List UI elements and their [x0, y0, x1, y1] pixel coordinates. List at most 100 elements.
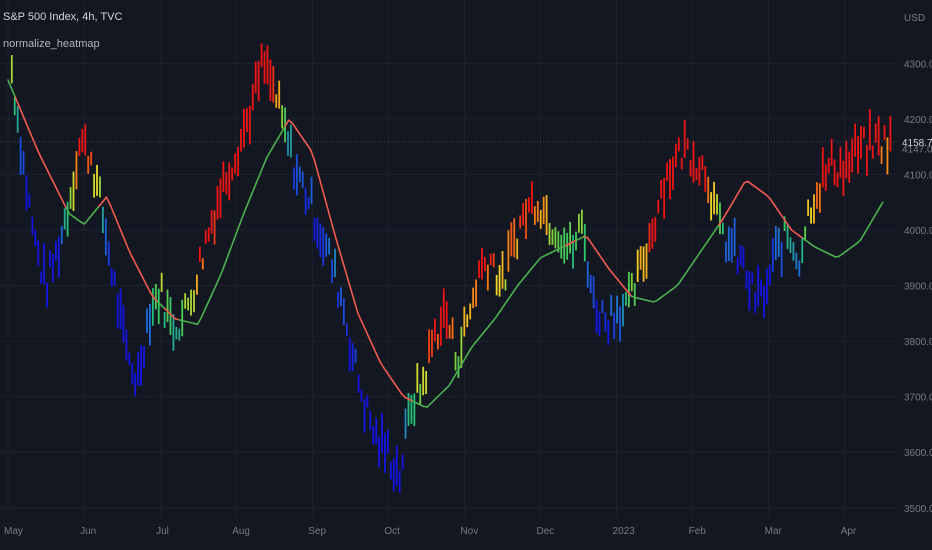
ma-segment	[448, 378, 454, 387]
heatmap-bar	[742, 246, 745, 269]
heatmap-bar	[672, 156, 674, 190]
ma-segment	[732, 194, 738, 203]
ma-segment	[331, 224, 337, 240]
heatmap-bar	[96, 164, 98, 196]
heatmap-bar	[304, 187, 307, 215]
heatmap-bar	[827, 157, 830, 174]
ma-segment	[717, 219, 724, 226]
ma-segment	[360, 320, 367, 331]
x-tick-label: Jun	[80, 526, 96, 537]
ma-segment	[291, 122, 297, 130]
heatmap-bar	[193, 290, 195, 313]
ma-segment	[484, 325, 490, 332]
heatmap-bar	[287, 131, 289, 156]
ma-segment	[612, 273, 618, 280]
heatmap-bar	[868, 109, 871, 151]
ma-segment	[101, 196, 108, 203]
ma-segment	[681, 272, 687, 280]
heatmap-bar	[190, 289, 192, 316]
ma-segment	[499, 305, 505, 313]
heatmap-bar	[733, 217, 736, 257]
x-tick-label: Aug	[232, 526, 250, 537]
ma-segment	[306, 143, 312, 151]
y-tick-label: 3700.00	[904, 393, 932, 404]
heatmap-bar	[583, 223, 586, 262]
ma-segment	[779, 213, 786, 221]
heatmap-bar	[874, 123, 877, 143]
indicator-name[interactable]: normalize_heatmap	[3, 38, 100, 50]
ma-segment	[517, 279, 523, 286]
ma-segment	[276, 131, 283, 140]
ma-segment	[863, 226, 870, 235]
ma-segment	[375, 352, 381, 363]
heatmap-bar	[854, 123, 857, 157]
heatmap-bar	[272, 66, 275, 103]
heatmap-bar	[771, 238, 774, 273]
heatmap-bar	[419, 383, 422, 406]
heatmap-bar	[260, 43, 263, 68]
price-axis[interactable]: 3500.00 3600.00 3700.00 3800.00 3900.00 4000.…	[904, 59, 932, 514]
ma-segment	[94, 205, 100, 212]
ma-segment	[105, 196, 111, 206]
heatmap-bar	[301, 171, 304, 188]
ma-segment	[204, 301, 210, 311]
ma-segment	[871, 213, 877, 222]
ma-segment	[393, 382, 399, 390]
ma-segment	[856, 238, 862, 244]
ma-segment	[142, 277, 148, 286]
chart-title: S&P 500 Index, 4h, TVC	[3, 11, 123, 23]
x-tick-label: Jul	[156, 526, 169, 537]
y-tick-label: 3500.00	[904, 504, 932, 515]
heatmap-bar	[683, 120, 686, 158]
heatmap-bar	[818, 183, 821, 213]
heatmap-bar	[337, 291, 339, 308]
ma-segment	[214, 277, 221, 287]
y-tick-label: 3800.00	[904, 337, 932, 348]
ma-segment	[368, 336, 374, 347]
ma-segment	[167, 311, 173, 317]
heatmap-bar	[701, 155, 704, 171]
heatmap-bar	[93, 173, 95, 198]
ma-segment	[160, 304, 166, 310]
ma-segment	[783, 218, 789, 226]
ma-segment	[29, 131, 35, 142]
heatmap-bar	[398, 470, 401, 493]
ma-segment	[222, 258, 228, 270]
time-axis[interactable]: May Jun Jul Aug Sep Oct Nov Dec 2023 Feb Mar Apr	[4, 526, 857, 537]
ma-segment	[255, 174, 261, 185]
ma-segment	[91, 209, 97, 216]
ma-segment	[156, 300, 162, 306]
ma-segment	[696, 250, 702, 258]
heatmap-bar	[266, 45, 269, 85]
last-price-box	[900, 134, 932, 149]
heatmap-bar	[724, 241, 727, 263]
heatmap-bar	[181, 299, 184, 337]
ma-segment	[295, 127, 301, 135]
heatmap-bar	[466, 314, 469, 328]
ma-segment	[440, 388, 447, 394]
ma-segment	[163, 307, 170, 313]
ma-segment	[54, 185, 60, 195]
ma-segment	[772, 202, 778, 210]
heatmap-bar	[448, 324, 451, 339]
heatmap-bar	[519, 215, 522, 229]
heatmap-bar	[648, 223, 651, 253]
heatmap-bar	[125, 329, 128, 361]
heatmap-bar	[542, 196, 545, 225]
ma-segment	[776, 208, 782, 216]
ma-segment	[229, 238, 235, 251]
ma-segment	[721, 212, 727, 221]
heatmap-bar	[586, 261, 589, 288]
heatmap-bar	[422, 366, 425, 396]
ma-segment	[262, 156, 268, 168]
heatmap-bar	[228, 162, 231, 201]
ma-segment	[710, 229, 716, 237]
heatmap-bar	[366, 395, 369, 408]
ma-segment	[874, 207, 880, 216]
heatmap-bar	[651, 218, 654, 249]
ma-segment	[327, 211, 334, 227]
heatmap-bar	[516, 238, 519, 260]
ma-segment	[116, 221, 122, 232]
heatmap-bar	[196, 274, 198, 295]
